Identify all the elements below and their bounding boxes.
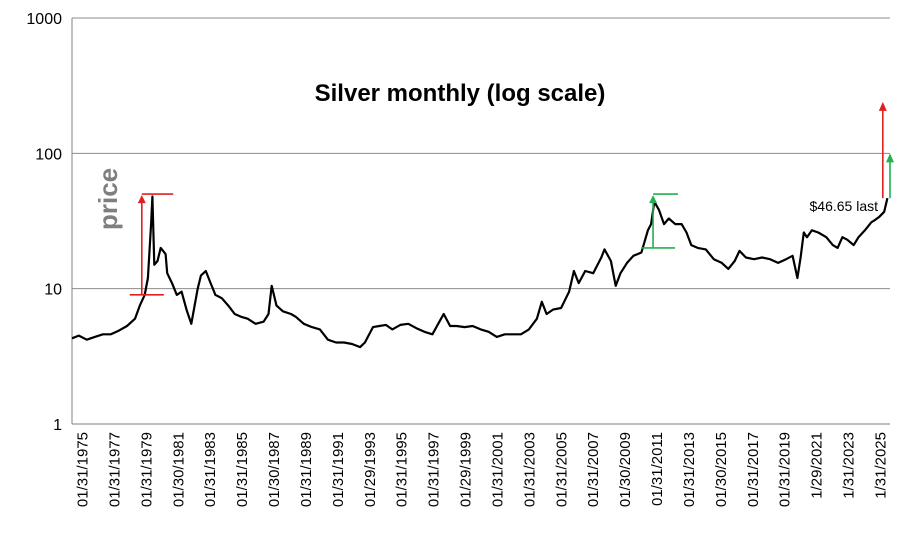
x-tick-label: 01/30/2015 xyxy=(713,432,730,507)
x-tick-label: 01/29/1993 xyxy=(362,432,379,507)
y-tick-label: 10 xyxy=(44,282,62,299)
target-arrow-head-0 xyxy=(878,101,887,111)
x-tick-label: 01/31/1991 xyxy=(330,432,347,507)
range-arrow-head-1 xyxy=(649,195,658,204)
x-tick-label: 01/31/2005 xyxy=(553,432,570,507)
x-tick-label: 01/31/1977 xyxy=(106,432,123,507)
x-tick-label: 01/31/2013 xyxy=(681,432,698,507)
x-tick-label: 01/31/1985 xyxy=(234,432,251,507)
markers-layer xyxy=(129,101,894,296)
x-tick-label: 01/31/2007 xyxy=(585,432,602,507)
x-tick-label: 01/31/1979 xyxy=(138,432,155,507)
y-tick-label: 1000 xyxy=(26,11,62,28)
y-axis-ticks: 1 10 100 1000 xyxy=(26,11,62,434)
x-tick-label: 01/31/2001 xyxy=(489,432,506,507)
range-arrow-head-0 xyxy=(137,195,146,204)
x-tick-label: 01/30/2009 xyxy=(617,432,634,507)
x-tick-label: 01/29/1999 xyxy=(458,432,475,507)
gridlines xyxy=(72,17,890,290)
x-tick-label: 01/31/2011 xyxy=(649,432,666,506)
series-layer xyxy=(71,195,889,349)
x-tick-label: 01/30/1987 xyxy=(266,432,283,507)
x-tick-label: 01/31/1989 xyxy=(298,432,315,507)
series-line-0 xyxy=(71,195,889,349)
x-tick-label: 01/31/2017 xyxy=(745,432,762,507)
x-tick-label: 01/30/1981 xyxy=(170,432,187,507)
y-tick-label: 100 xyxy=(35,146,62,163)
y-axis-label: price xyxy=(93,168,123,230)
target-arrow-head-1 xyxy=(886,153,894,163)
x-axis-ticks: 01/31/1975 01/31/1977 01/31/1979 01/30/1981… xyxy=(75,432,890,507)
x-tick-label: 01/31/1997 xyxy=(426,432,443,507)
x-tick-label: 01/31/1975 xyxy=(75,432,92,507)
x-tick-label: 1/31/2025 xyxy=(873,432,890,499)
x-tick-label: 01/31/2003 xyxy=(521,432,538,507)
chart-title: Silver monthly (log scale) xyxy=(315,80,606,107)
x-tick-label: 1/29/2021 xyxy=(809,432,826,499)
last-price-annotation: $46.65 last xyxy=(810,198,879,214)
x-tick-label: 1/31/2023 xyxy=(841,432,858,499)
x-tick-label: 01/31/1983 xyxy=(202,432,219,507)
y-tick-label: 1 xyxy=(53,417,62,434)
x-tick-label: 01/31/1995 xyxy=(394,432,411,507)
x-tick-label: 01/31/2019 xyxy=(777,432,794,507)
